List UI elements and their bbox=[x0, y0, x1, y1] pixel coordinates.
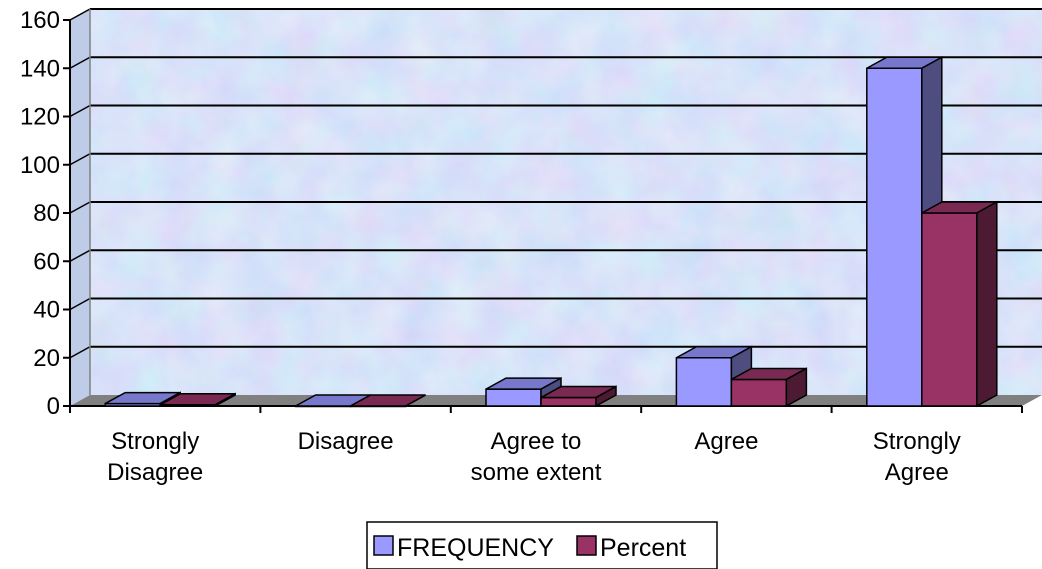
gridline-side bbox=[69, 153, 91, 166]
gridline-side bbox=[69, 249, 91, 262]
y-axis-ticks: 0 20 40 60 80 100 120 140 160 bbox=[20, 7, 70, 420]
y-tick-label: 140 bbox=[20, 55, 60, 82]
gridline-side bbox=[69, 297, 91, 311]
y-tick-label: 0 bbox=[47, 393, 60, 420]
bar-percent-0 bbox=[159, 392, 236, 408]
x-category-label: Agree to some extent bbox=[471, 428, 602, 486]
gridline-side bbox=[69, 8, 91, 21]
legend-swatch-percent bbox=[576, 535, 597, 556]
y-tick-label: 160 bbox=[20, 7, 60, 34]
gridline-side bbox=[69, 104, 91, 118]
x-category-label: Strongly Agree bbox=[873, 428, 961, 486]
bars bbox=[104, 55, 998, 408]
x-category-label: Disagree bbox=[298, 428, 394, 455]
bar-percent-1 bbox=[349, 394, 426, 408]
bar-percent-3 bbox=[730, 367, 808, 408]
legend-box bbox=[366, 521, 718, 569]
x-category-label: Agree bbox=[694, 428, 758, 455]
y-tick-label: 100 bbox=[20, 152, 60, 179]
y-tick-label: 80 bbox=[33, 200, 60, 227]
y-tick-label: 20 bbox=[33, 345, 60, 372]
legend-label-frequency: FREQUENCY bbox=[397, 534, 554, 562]
gridline-side bbox=[69, 346, 91, 359]
gridline-side bbox=[69, 201, 91, 214]
bar-percent-4 bbox=[921, 200, 998, 408]
legend-label-percent: Percent bbox=[600, 534, 686, 562]
gridline-side bbox=[69, 56, 91, 69]
y-tick-label: 40 bbox=[33, 297, 60, 324]
bar-percent-2 bbox=[540, 385, 617, 408]
x-axis-labels: Strongly Disagree Disagree Agree to some ext… bbox=[69, 406, 1023, 486]
legend-swatch-frequency bbox=[373, 535, 394, 556]
y-tick-label: 60 bbox=[33, 248, 60, 275]
legend: FREQUENCY Percent bbox=[366, 521, 718, 569]
y-tick-label: 120 bbox=[20, 104, 60, 131]
x-category-label: Strongly Disagree bbox=[107, 428, 203, 486]
